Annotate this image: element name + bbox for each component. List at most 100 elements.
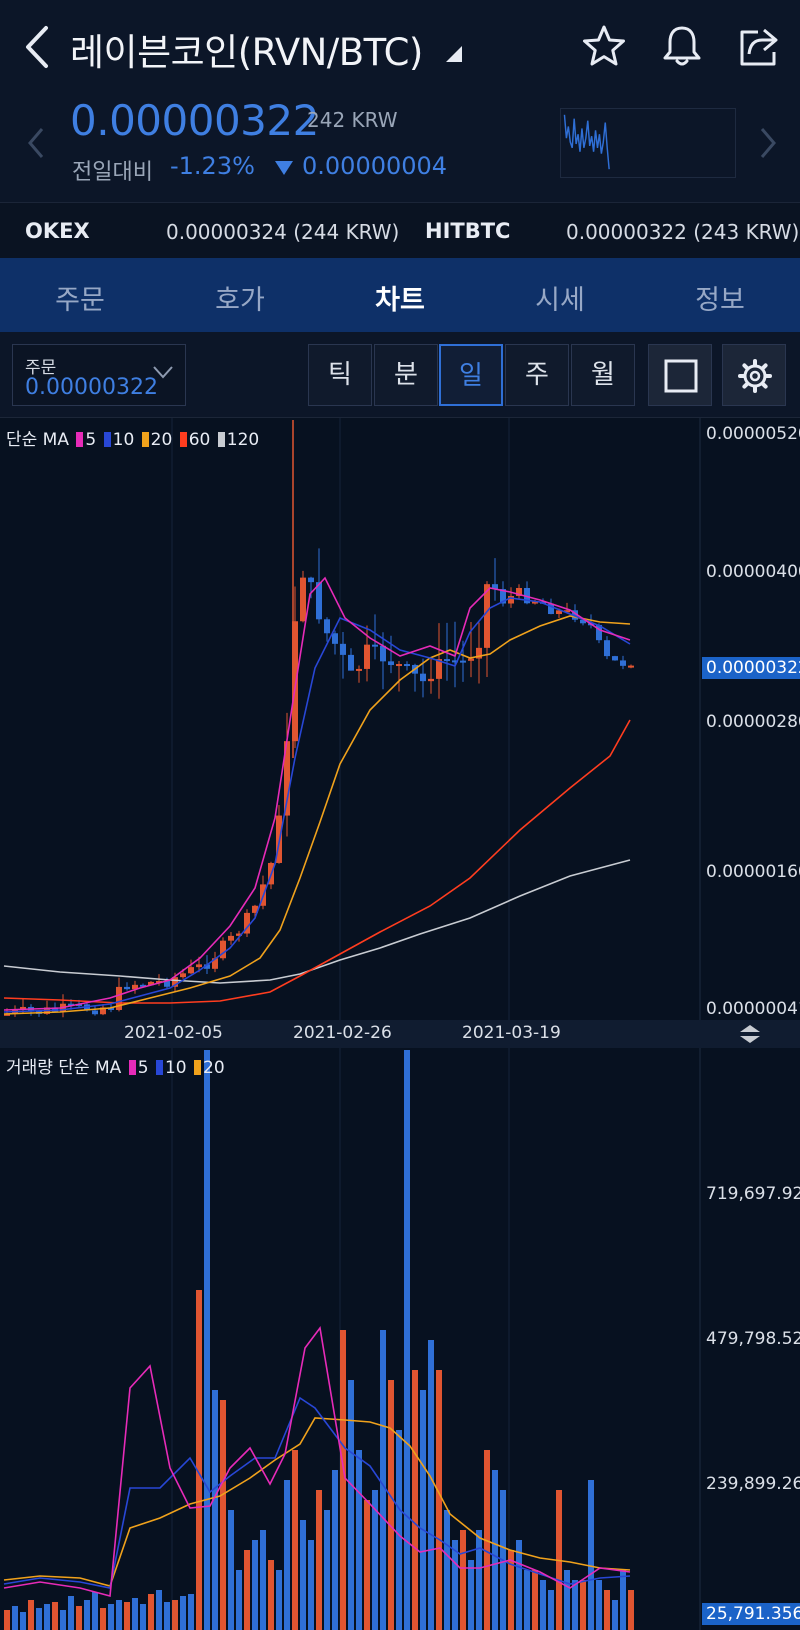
volume-bar	[260, 1530, 266, 1630]
volume-bar	[572, 1580, 578, 1630]
volume-bar	[492, 1470, 498, 1630]
legend-swatch-vol-ma10	[155, 1060, 163, 1075]
star-icon[interactable]	[580, 22, 628, 70]
chevron-down-icon	[153, 366, 173, 379]
volume-bars	[4, 1050, 634, 1630]
volume-bar	[228, 1510, 234, 1630]
candle	[572, 610, 578, 620]
legend-label: 5	[137, 1058, 149, 1078]
volume-bar	[172, 1600, 178, 1630]
ma10-line	[3, 597, 631, 1013]
volume-bar	[628, 1590, 634, 1630]
candle	[292, 621, 298, 742]
candle	[468, 658, 474, 661]
volume-bar	[340, 1330, 346, 1630]
volume-bar	[540, 1580, 546, 1630]
legend-label: 60	[188, 430, 211, 450]
candle	[220, 940, 226, 959]
down-triangle-icon	[275, 161, 293, 175]
volume-bar	[308, 1540, 314, 1630]
candle	[420, 673, 426, 682]
tab-market[interactable]: 시세	[535, 285, 585, 316]
legend-label: 20	[150, 430, 173, 450]
candle	[484, 584, 490, 648]
candle	[236, 933, 242, 936]
legend-label: 10	[164, 1058, 187, 1078]
price-candlestick-chart[interactable]	[0, 418, 800, 1020]
candle	[188, 967, 194, 974]
candle	[212, 958, 218, 969]
order-price-dropdown[interactable]: 주문 0.00000322	[12, 344, 186, 406]
volume-axis-tick: 239,899.260	[706, 1474, 800, 1494]
volume-bar	[188, 1594, 194, 1630]
page-title[interactable]: 레이븐코인(RVN/BTC)	[70, 31, 423, 74]
volume-bar	[436, 1370, 442, 1630]
ma5-line	[3, 576, 631, 1011]
volume-bar	[236, 1570, 242, 1630]
candle	[300, 577, 306, 622]
candle	[164, 980, 170, 987]
volume-bar	[148, 1594, 154, 1630]
volume-bar	[244, 1550, 250, 1630]
volume-bar	[108, 1604, 114, 1630]
candle	[340, 643, 346, 655]
resize-handle-icon[interactable]	[738, 1024, 762, 1044]
period-week-button[interactable]: 주	[505, 344, 569, 406]
caret-down-icon[interactable]	[444, 44, 464, 64]
candle	[492, 584, 498, 590]
tab-chart[interactable]: 차트	[375, 285, 425, 316]
candle	[436, 659, 442, 679]
candle	[316, 582, 322, 620]
volume-bar	[220, 1400, 226, 1630]
volume-bar	[588, 1480, 594, 1630]
candle	[628, 665, 634, 668]
candle	[388, 661, 394, 666]
candle	[444, 659, 450, 662]
candle	[364, 644, 370, 669]
candle	[524, 587, 530, 604]
ma60-line	[3, 719, 631, 1004]
volume-bar	[4, 1610, 10, 1630]
period-month-button[interactable]: 월	[571, 344, 635, 406]
date-axis: 2021-02-05 2021-02-26 2021-03-19	[0, 1020, 800, 1048]
period-minute-button[interactable]: 분	[374, 344, 438, 406]
volume-bar	[332, 1470, 338, 1630]
price-krw: 242 KRW	[307, 108, 398, 132]
share-icon[interactable]	[734, 22, 782, 70]
exchange-prices: OKEX 0.00000324 (244 KRW) HITBTC 0.00000…	[0, 202, 800, 258]
legend-label: 120	[226, 430, 260, 450]
back-chevron-icon[interactable]	[20, 22, 56, 72]
square-icon	[664, 359, 698, 393]
volume-bar	[28, 1600, 34, 1630]
candle	[348, 654, 354, 671]
vol-ma5-line	[3, 1326, 631, 1598]
volume-bar	[268, 1560, 274, 1630]
candle	[196, 964, 202, 968]
bell-icon[interactable]	[658, 22, 706, 70]
tab-orderbook[interactable]: 호가	[215, 285, 265, 316]
prev-chevron-icon[interactable]	[26, 126, 46, 160]
volume-bar-chart[interactable]	[0, 1048, 800, 1630]
volume-bar	[68, 1596, 74, 1630]
legend-prefix: 거래량 단순 MA	[6, 1058, 122, 1078]
tab-order[interactable]: 주문	[55, 285, 105, 316]
volume-bar	[124, 1602, 130, 1630]
tab-info[interactable]: 정보	[695, 285, 745, 316]
volume-bar	[204, 1050, 210, 1630]
volume-bar	[364, 1500, 370, 1630]
volume-bar	[604, 1590, 610, 1630]
settings-button[interactable]	[722, 344, 786, 406]
candle	[244, 912, 250, 934]
period-day-button[interactable]: 일	[439, 344, 503, 406]
volume-bar	[372, 1490, 378, 1630]
volume-bar	[100, 1608, 106, 1630]
volume-bar	[92, 1592, 98, 1630]
fullscreen-button[interactable]	[648, 344, 712, 406]
legend-swatch-ma60	[179, 432, 187, 447]
candle	[204, 964, 210, 969]
volume-bar	[428, 1340, 434, 1630]
candle	[596, 624, 602, 641]
period-tick-button[interactable]: 틱	[308, 344, 372, 406]
next-chevron-icon[interactable]	[758, 126, 778, 160]
date-label: 2021-02-26	[293, 1023, 392, 1043]
